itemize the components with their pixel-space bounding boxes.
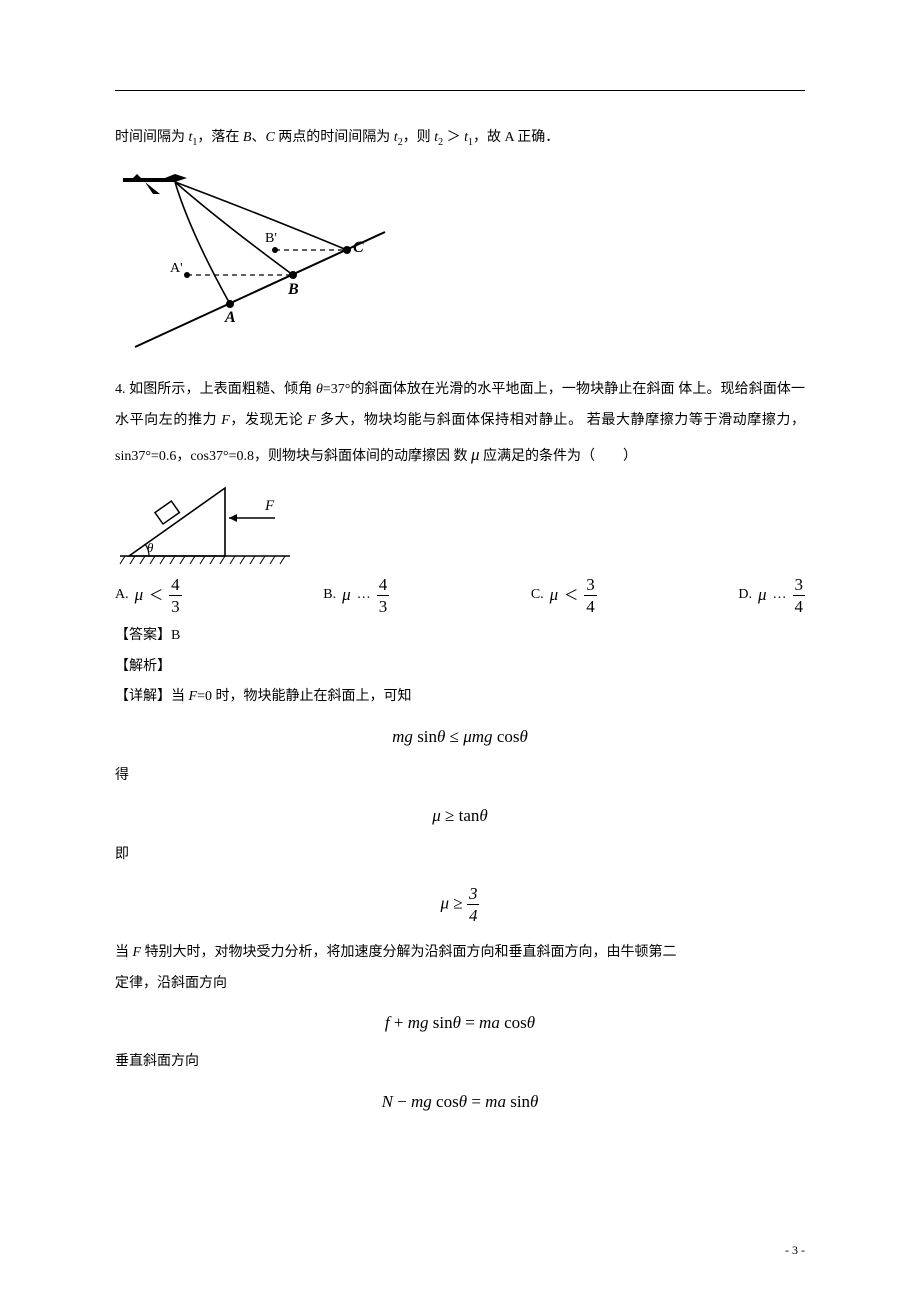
var-F: F — [307, 413, 316, 428]
option-label: B. — [323, 587, 336, 603]
svg-text:A': A' — [170, 261, 183, 276]
para-newton: 当 F 特别大时，对物块受力分析，将加速度分解为沿斜面方向和垂直斜面方向，由牛顿… — [115, 938, 805, 1000]
equation-5: N − mg cosθ = ma sinθ — [115, 1092, 805, 1112]
detail-line: 【详解】当 F=0 时，物块能静止在斜面上，可知 — [115, 682, 805, 713]
text: =37° — [323, 382, 351, 397]
text: ，发现无论 — [230, 413, 308, 428]
option-B: B. μ … 43 — [323, 576, 389, 615]
mu: μ — [471, 445, 480, 464]
figure-projectile: A A' B B' C — [115, 172, 400, 357]
svg-text:C: C — [353, 239, 364, 256]
text: 多大，物块均能与斜面体保持相对静止。 — [316, 413, 583, 428]
text: 4. 如图所示，上表面粗糙、倾角 — [115, 382, 316, 397]
rel: … — [357, 587, 371, 603]
option-label: D. — [738, 587, 752, 603]
svg-text:B': B' — [265, 231, 277, 246]
options-row: A. μ ＜ 43 B. μ … 43 C. μ ＜ 34 D. μ … 34 — [115, 576, 805, 615]
equation-4: f + mg sinθ = ma cosθ — [115, 1013, 805, 1033]
text: 当 — [115, 945, 133, 960]
fraction: 34 — [584, 576, 597, 615]
text: 、 — [251, 130, 265, 145]
option-label: C. — [531, 587, 544, 603]
rel: … — [773, 587, 787, 603]
equation-3: μ ≥ 34 — [115, 885, 805, 924]
text: 特别大时，对物块受力分析，将加速度分解为沿斜面方向和垂直斜面方向，由牛顿第二 — [141, 945, 677, 960]
answer-label: 【答案】 — [115, 628, 171, 643]
text: 时间间隔为 — [115, 130, 189, 145]
analysis-line: 【解析】 — [115, 652, 805, 683]
analysis-label: 【解析】 — [115, 659, 171, 674]
option-C: C. μ ＜ 34 — [531, 576, 597, 615]
answer-value: B — [171, 628, 180, 643]
option-D: D. μ … 34 — [738, 576, 805, 615]
fraction: 34 — [793, 576, 806, 615]
option-label: A. — [115, 587, 129, 603]
gt: ＞ — [443, 130, 464, 145]
text: ，故 A 正确． — [473, 130, 559, 145]
word-de: 得 — [115, 761, 805, 792]
rel: ＜ — [149, 585, 163, 605]
var-F: F — [133, 945, 142, 960]
mu: μ — [550, 585, 559, 605]
text: ，则 — [403, 130, 435, 145]
answer-line: 【答案】B — [115, 621, 805, 652]
text: =0 时，物块能静止在斜面上，可知 — [197, 689, 411, 704]
fraction: 43 — [169, 576, 182, 615]
pt-C: C — [265, 130, 274, 145]
rel: ＜ — [564, 585, 578, 605]
text: 两点的时间间隔为 — [275, 130, 394, 145]
svg-text:A: A — [224, 309, 236, 326]
equation-2: μ ≥ tanθ — [115, 806, 805, 826]
svg-text:F: F — [264, 498, 275, 514]
text: 应满足的条件为（ ） — [480, 449, 638, 464]
fraction: 43 — [377, 576, 390, 615]
text: 定律，沿斜面方向 — [115, 976, 227, 991]
mu: μ — [758, 585, 767, 605]
para-perp: 垂直斜面方向 — [115, 1047, 805, 1078]
word-ji: 即 — [115, 840, 805, 871]
text: ，落在 — [197, 130, 243, 145]
text: 【详解】当 — [115, 689, 189, 704]
mu: μ — [342, 585, 351, 605]
text: 的斜面体放在光滑的水平地面上，一物块静止在斜面 — [350, 382, 674, 397]
option-A: A. μ ＜ 43 — [115, 576, 182, 615]
svg-text:B: B — [287, 281, 299, 298]
equation-1: mg sinθ ≤ μmg cosθ — [115, 727, 805, 747]
prev-answer-line: 时间间隔为 t1，落在 B、C 两点的时间间隔为 t2，则 t2 ＞ t1，故 … — [115, 123, 805, 154]
mu: μ — [135, 585, 144, 605]
top-rule — [115, 90, 805, 91]
figure-incline: θ F — [115, 478, 295, 566]
page-number: - 3 - — [785, 1243, 805, 1258]
var-F: F — [221, 413, 230, 428]
svg-text:θ: θ — [147, 540, 154, 555]
q4-text: 4. 如图所示，上表面粗糙、倾角 θ=37°的斜面体放在光滑的水平地面上，一物块… — [115, 375, 805, 474]
theta: θ — [316, 382, 323, 397]
text: 数 — [454, 449, 472, 464]
var-F: F — [189, 689, 198, 704]
